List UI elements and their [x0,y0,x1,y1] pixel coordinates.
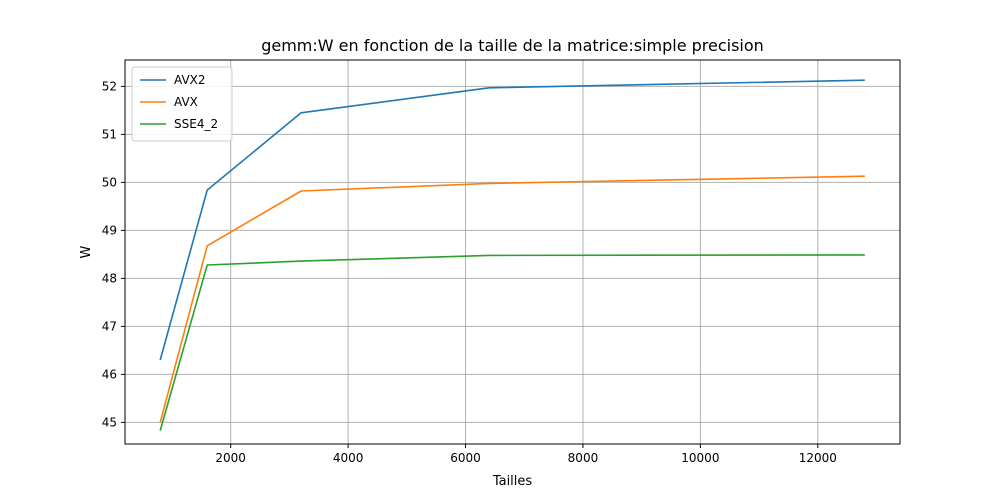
x-tick-label: 12000 [799,451,837,465]
chart-title: gemm:W en fonction de la taille de la ma… [261,36,764,55]
axis-ticks: 2000 4000 6000 8000 10000 12000 45 46 47 48 49 50 51… [102,79,837,465]
x-tick-label: 2000 [215,451,246,465]
y-tick-label: 46 [102,367,117,381]
series-lines [159,79,865,431]
y-tick-label: 50 [102,175,117,189]
x-tick-label: 4000 [333,451,364,465]
x-tick-label: 10000 [681,451,719,465]
series-line-avx2 [159,79,865,361]
x-axis-label: Tailles [492,474,533,489]
legend-label: SSE4_2 [174,117,218,131]
y-axis-label: W [79,245,94,258]
legend-box [131,66,233,142]
y-tick-label: 49 [102,223,117,237]
y-tick-label: 47 [102,319,117,333]
series-line-avx [159,175,865,423]
plot-area [124,59,901,445]
y-tick-label: 51 [102,127,117,141]
x-tick-label: 6000 [450,451,481,465]
legend: AVX2 AVX SSE4_2 [131,66,233,142]
x-tick-label: 8000 [568,451,599,465]
legend-label: AVX [174,95,198,109]
y-tick-label: 52 [102,79,117,93]
legend-label: AVX2 [174,73,206,87]
series-line-sse4-2 [159,254,865,431]
y-tick-label: 48 [102,271,117,285]
y-tick-label: 45 [102,415,117,429]
grid [125,60,900,444]
